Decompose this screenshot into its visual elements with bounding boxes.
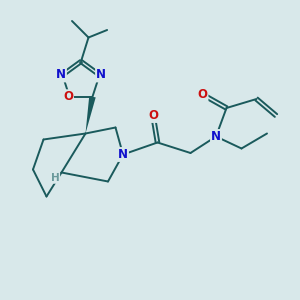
Polygon shape bbox=[85, 96, 96, 134]
Text: H: H bbox=[50, 173, 59, 183]
Text: N: N bbox=[211, 130, 221, 143]
Text: N: N bbox=[96, 68, 106, 82]
Text: N: N bbox=[118, 148, 128, 161]
Text: O: O bbox=[197, 88, 208, 101]
Text: N: N bbox=[56, 68, 66, 82]
Text: O: O bbox=[63, 90, 73, 103]
Text: O: O bbox=[148, 109, 158, 122]
